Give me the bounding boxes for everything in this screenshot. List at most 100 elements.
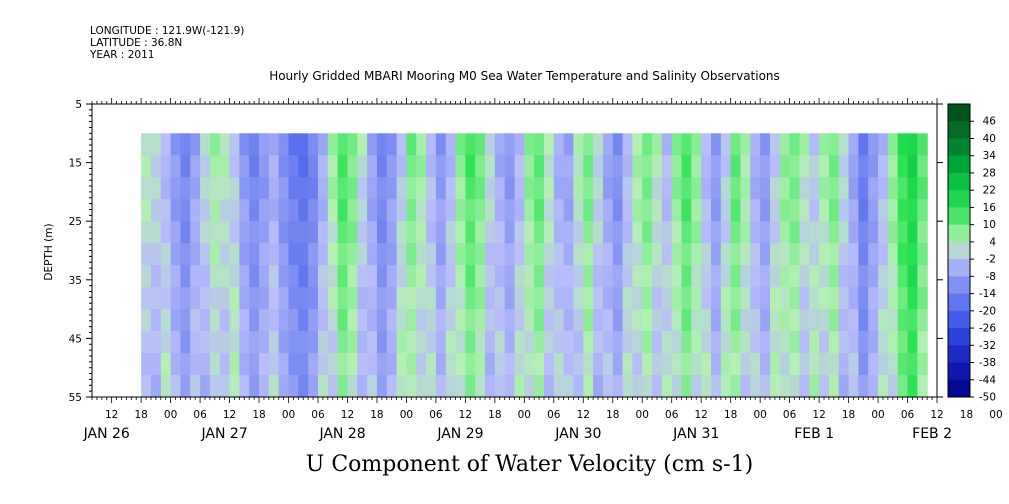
heat-cell <box>435 287 447 310</box>
heat-cell <box>435 309 447 332</box>
heat-cell <box>632 177 643 200</box>
heat-cell <box>455 309 466 332</box>
heat-cell <box>327 353 339 376</box>
heat-cell <box>779 133 791 156</box>
heat-cell <box>711 155 722 178</box>
heat-cell <box>259 309 270 332</box>
heat-cell <box>190 177 201 200</box>
heat-cell <box>553 155 565 178</box>
heat-cell <box>239 177 250 200</box>
heat-cell <box>200 177 211 200</box>
heat-cell <box>219 199 231 222</box>
heat-cell <box>150 199 162 222</box>
heat-cell <box>612 243 624 266</box>
heat-cell <box>209 353 221 376</box>
heat-cell <box>367 265 378 288</box>
heat-cell <box>524 331 535 354</box>
x-hour-label: 06 <box>665 409 679 421</box>
heat-cell <box>878 155 889 178</box>
heat-cell <box>593 221 604 244</box>
heat-cell <box>868 199 879 222</box>
x-hour-label: 00 <box>636 409 649 421</box>
x-hour-label: 00 <box>989 409 1002 421</box>
colorbar-band <box>948 293 970 312</box>
heat-cell <box>671 199 683 222</box>
x-hour-label: 18 <box>842 409 855 421</box>
heat-cell <box>308 353 319 376</box>
heat-cell <box>760 375 771 398</box>
heat-cell <box>406 265 417 288</box>
heatmap-field <box>141 133 928 398</box>
heat-cell <box>406 221 417 244</box>
heat-cell <box>769 133 781 156</box>
colorbar-band <box>948 345 970 364</box>
x-hour-label: 18 <box>488 409 501 421</box>
heat-cell <box>435 133 447 156</box>
colorbar-label: 4 <box>989 236 996 248</box>
heat-cell <box>750 199 761 222</box>
heat-cell <box>357 265 368 288</box>
heat-cell <box>514 309 525 332</box>
heat-cell <box>828 265 840 288</box>
heat-cell <box>828 199 840 222</box>
heat-cell <box>396 243 408 266</box>
x-day-label: JAN 28 <box>318 426 365 442</box>
heat-cell <box>838 265 850 288</box>
heat-cell <box>652 133 663 156</box>
heat-cell <box>730 375 742 398</box>
heat-cell <box>347 375 358 398</box>
heat-cell <box>809 133 820 156</box>
heat-cell <box>514 133 525 156</box>
heat-cell <box>298 331 309 354</box>
heat-cell <box>219 243 231 266</box>
heat-cell <box>455 331 466 354</box>
heat-cell <box>711 199 722 222</box>
heat-cell <box>219 177 231 200</box>
heat-cell <box>838 287 850 310</box>
x-day-label: FEB 2 <box>912 426 952 442</box>
heat-cell <box>219 375 231 398</box>
heat-cell <box>789 287 801 310</box>
heat-cell <box>347 243 358 266</box>
heat-cell <box>681 331 692 354</box>
heat-cell <box>878 309 889 332</box>
heat-cell <box>475 199 486 222</box>
heat-cell <box>298 287 309 310</box>
heat-cell <box>897 375 909 398</box>
heat-cell <box>819 177 830 200</box>
heat-cell <box>445 331 457 354</box>
heat-cell <box>671 265 683 288</box>
heat-cell <box>485 133 496 156</box>
heat-cell <box>504 265 516 288</box>
heat-cell <box>494 155 506 178</box>
heat-cell <box>858 243 869 266</box>
heat-cell <box>671 155 683 178</box>
heat-cell <box>720 309 732 332</box>
heat-cell <box>828 155 840 178</box>
heat-cell <box>750 177 761 200</box>
heat-cell <box>308 177 319 200</box>
heat-cell <box>337 309 349 332</box>
heat-cell <box>553 331 565 354</box>
heat-cell <box>691 265 702 288</box>
heat-cell <box>229 199 240 222</box>
heat-cell <box>563 375 575 398</box>
heat-cell <box>730 353 742 376</box>
heat-cell <box>200 243 211 266</box>
colorbar-label: -44 <box>979 374 996 386</box>
heat-cell <box>583 375 594 398</box>
heat-cell <box>376 287 388 310</box>
heat-cell <box>622 221 634 244</box>
heat-cell <box>170 155 182 178</box>
heat-cell <box>396 133 408 156</box>
heat-cell <box>809 287 820 310</box>
heat-cell <box>327 331 339 354</box>
heat-cell <box>750 155 761 178</box>
heat-cell <box>426 353 437 376</box>
colorbar-band <box>948 328 970 346</box>
heat-cell <box>838 353 850 376</box>
heat-cell <box>288 155 299 178</box>
heat-cell <box>239 221 250 244</box>
heat-cell <box>150 221 162 244</box>
heat-cell <box>249 133 260 156</box>
